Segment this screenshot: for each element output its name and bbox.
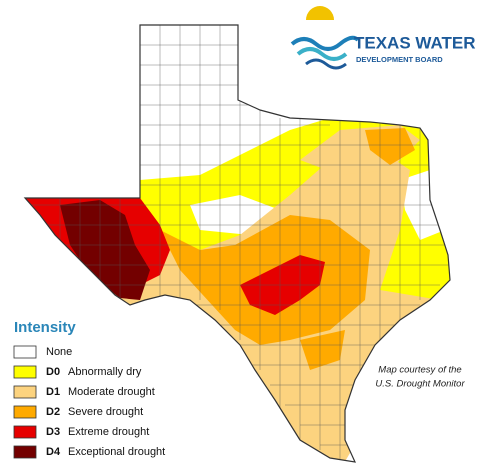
legend: None D0 Abnormally dry D1 Moderate drought D2… [13,345,165,459]
legend-code: D4 [46,446,61,458]
county-grid [25,25,450,460]
legend-label: Exceptional drought [68,446,165,458]
legend-label: Severe drought [68,406,143,418]
legend-code: D3 [46,426,60,438]
logo-title: TEXAS WATER [354,33,476,52]
region-d2-north [365,128,415,165]
region-d2-south [300,330,345,370]
legend-swatch [13,385,37,399]
legend-swatch [13,445,37,459]
legend-swatch [13,345,37,359]
legend-swatch [13,365,37,379]
legend-label: Moderate drought [68,386,155,398]
legend-title: Intensity [14,319,76,336]
texas-outline [23,24,451,463]
legend-code: D2 [46,406,60,418]
legend-label: Extreme drought [68,426,149,438]
logo-sun [306,6,334,20]
legend-label: None [46,346,72,358]
legend-code: D1 [46,386,60,398]
credit: U.S. Drought Monitor [375,379,465,390]
legend-label: Abnormally dry [68,366,142,378]
logo-wave [305,58,347,70]
logo: TEXAS WATER DEVELOPMENT BOARD [290,6,476,70]
legend-swatch [13,405,37,419]
logo-wave [290,35,360,51]
legend-code: D0 [46,366,60,378]
logo-subtitle: DEVELOPMENT BOARD [356,55,443,64]
credit: Map courtesy of the [378,365,461,376]
legend-swatch [13,425,37,439]
logo-wave [296,47,348,61]
